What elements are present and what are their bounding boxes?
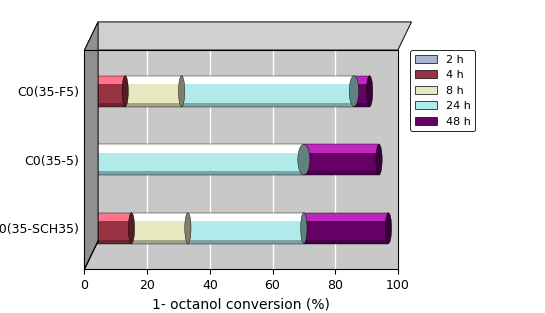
Bar (354, 76, 370, 106)
Ellipse shape (122, 76, 129, 106)
Bar (94, 76, 125, 85)
Bar (304, 171, 379, 175)
Bar (84, 103, 94, 106)
Bar (354, 76, 370, 106)
Bar (304, 144, 379, 175)
Bar (125, 76, 181, 85)
Bar (84, 213, 94, 244)
Ellipse shape (81, 76, 88, 106)
Legend: 2 h, 4 h, 8 h, 24 h, 48 h: 2 h, 4 h, 8 h, 24 h, 48 h (410, 50, 475, 131)
Ellipse shape (78, 144, 90, 175)
Bar (188, 213, 304, 221)
Bar (181, 103, 354, 106)
Bar (304, 240, 389, 244)
Bar (84, 144, 304, 175)
Ellipse shape (129, 213, 135, 244)
Bar (94, 213, 131, 221)
Bar (131, 240, 188, 244)
Ellipse shape (376, 144, 382, 175)
Bar (84, 76, 94, 106)
Bar (94, 213, 131, 244)
Ellipse shape (90, 213, 97, 244)
Bar (125, 76, 181, 106)
Bar (131, 213, 188, 221)
Bar (125, 103, 181, 106)
Ellipse shape (366, 76, 373, 106)
Ellipse shape (81, 213, 88, 244)
Ellipse shape (179, 76, 185, 106)
Bar (94, 103, 125, 106)
Ellipse shape (349, 76, 359, 106)
Bar (304, 144, 379, 153)
Bar (131, 213, 188, 244)
Bar (188, 213, 304, 244)
Bar (84, 76, 94, 106)
Bar (181, 76, 354, 106)
Bar (304, 213, 389, 244)
Bar (125, 76, 181, 106)
Ellipse shape (90, 76, 97, 106)
Bar (188, 213, 304, 244)
Bar (94, 213, 131, 244)
X-axis label: 1- octanol conversion (%): 1- octanol conversion (%) (152, 297, 330, 311)
Bar (94, 76, 125, 106)
Bar (181, 76, 354, 106)
Bar (354, 76, 370, 85)
Bar (84, 76, 94, 85)
Ellipse shape (301, 213, 307, 244)
Bar (84, 213, 94, 244)
Bar (84, 144, 304, 153)
Bar (84, 144, 304, 175)
Ellipse shape (185, 213, 191, 244)
Bar (304, 144, 379, 175)
Bar (84, 213, 94, 221)
Bar (94, 240, 131, 244)
Bar (131, 213, 188, 244)
Ellipse shape (298, 144, 310, 175)
Bar (94, 76, 125, 106)
Bar (181, 76, 354, 85)
Bar (188, 240, 304, 244)
Bar (304, 213, 389, 221)
Bar (354, 103, 370, 106)
Bar (84, 240, 94, 244)
Bar (304, 213, 389, 244)
Polygon shape (84, 22, 411, 50)
Ellipse shape (385, 213, 392, 244)
Polygon shape (84, 22, 98, 269)
Bar (84, 171, 304, 175)
